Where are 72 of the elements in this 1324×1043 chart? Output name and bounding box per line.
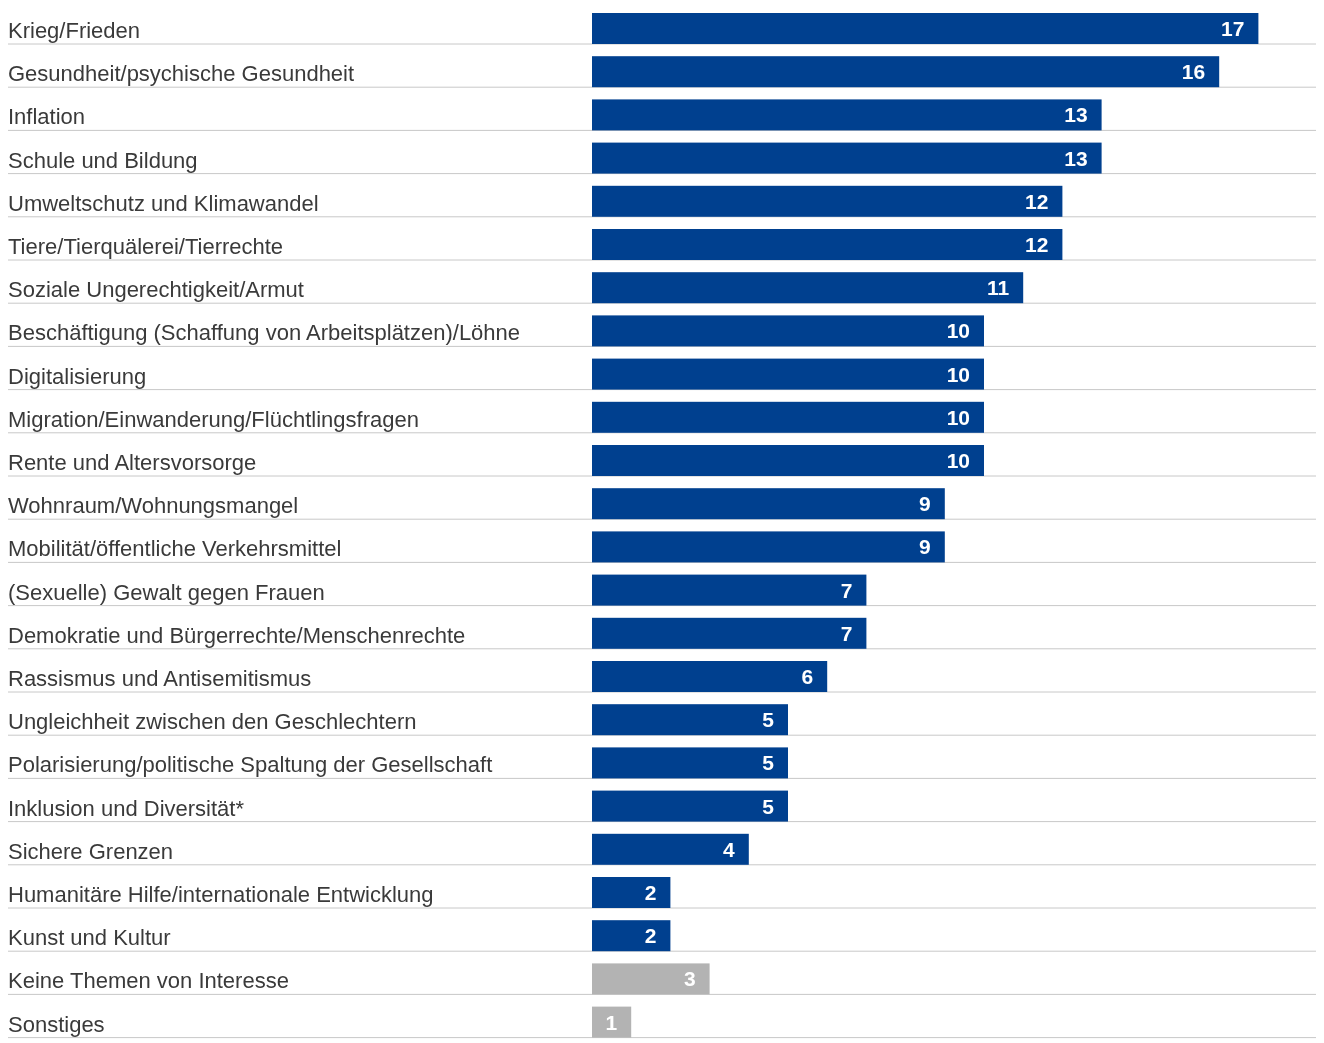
data-label: 5 — [762, 794, 775, 818]
y-tick-label: Wohnraum/Wohnungsmangel — [8, 493, 299, 519]
bar — [592, 790, 788, 822]
bar — [592, 531, 945, 563]
data-label: 10 — [946, 362, 970, 386]
data-label: 12 — [1025, 189, 1049, 213]
bar — [592, 99, 1102, 131]
bar — [592, 877, 671, 908]
data-label: 11 — [987, 276, 1010, 300]
data-label: 10 — [946, 405, 970, 429]
bar — [592, 1006, 632, 1038]
data-label: 5 — [762, 751, 775, 775]
data-label: 7 — [840, 621, 853, 645]
bar — [592, 13, 1259, 44]
y-tick-label: Mobilität/öffentliche Verkehrsmittel — [8, 536, 342, 562]
data-label: 4 — [723, 837, 736, 861]
y-tick-label: Rente und Altersvorsorge — [8, 450, 257, 475]
bar — [592, 833, 749, 865]
bar — [592, 142, 1102, 174]
data-label: 9 — [919, 492, 931, 516]
bar — [592, 747, 788, 779]
y-tick-label: Ungleichheit zwischen den Geschlechtern — [8, 709, 417, 735]
bar — [592, 445, 984, 476]
data-label: 5 — [762, 708, 775, 732]
bar — [592, 272, 1024, 304]
bar — [592, 56, 1220, 88]
y-tick-label: Schule und Bildung — [8, 147, 198, 173]
bar — [592, 358, 984, 390]
y-tick-label: Keine Themen von Interesse — [8, 968, 289, 994]
data-label: 10 — [946, 319, 970, 343]
data-label: 10 — [946, 449, 970, 472]
y-tick-label: Inklusion und Diversität* — [8, 795, 245, 821]
bar — [592, 401, 984, 433]
data-label: 7 — [840, 578, 853, 602]
y-tick-label: Umweltschutz und Klimawandel — [8, 190, 319, 216]
bar — [592, 661, 828, 692]
y-tick-label: Sichere Grenzen — [8, 838, 174, 864]
bar — [592, 704, 788, 736]
data-label: 1 — [605, 1010, 618, 1034]
data-label: 6 — [801, 665, 814, 688]
y-tick-label: Krieg/Frieden — [8, 18, 141, 43]
y-tick-label: Soziale Ungerechtigkeit/Armut — [8, 277, 304, 303]
data-label: 16 — [1181, 60, 1206, 84]
y-tick-label: (Sexuelle) Gewalt gegen Frauen — [8, 579, 325, 605]
data-label: 12 — [1025, 233, 1049, 256]
y-tick-label: Inflation — [8, 104, 86, 130]
bar — [592, 617, 867, 649]
bar — [592, 574, 867, 606]
y-tick-label: Digitalisierung — [8, 363, 147, 389]
data-label: 13 — [1064, 103, 1088, 127]
data-label: 2 — [644, 924, 657, 948]
y-tick-label: Humanitäre Hilfe/internationale Entwicklung — [8, 882, 434, 907]
y-tick-label: Migration/Einwanderung/Flüchtlingsfragen — [8, 406, 419, 432]
bar — [592, 488, 945, 520]
bar — [592, 229, 1063, 260]
data-label: 13 — [1064, 146, 1088, 170]
data-label: 3 — [683, 967, 696, 991]
bar — [592, 315, 984, 347]
y-tick-label: Beschäftigung (Schaffung von Arbeitsplätzen)/Löhne — [8, 320, 521, 346]
bar — [592, 185, 1063, 217]
y-tick-label: Polarisierung/politische Spaltung der Gesellschaft — [8, 752, 493, 778]
y-tick-label: Kunst und Kultur — [8, 925, 171, 951]
y-tick-label: Gesundheit/psychische Gesundheit — [8, 61, 355, 87]
y-tick-label: Demokratie und Bürgerrechte/Menschenrechte — [8, 622, 466, 648]
y-tick-label: Sonstiges — [8, 1011, 105, 1037]
y-tick-label: Rassismus und Antisemitismus — [8, 666, 312, 691]
data-label: 2 — [644, 881, 657, 904]
bar — [592, 963, 710, 995]
bar — [592, 920, 671, 952]
data-label: 9 — [919, 535, 931, 559]
y-tick-label: Tiere/Tierquälerei/Tierrechte — [8, 234, 284, 259]
data-label: 17 — [1221, 17, 1245, 40]
